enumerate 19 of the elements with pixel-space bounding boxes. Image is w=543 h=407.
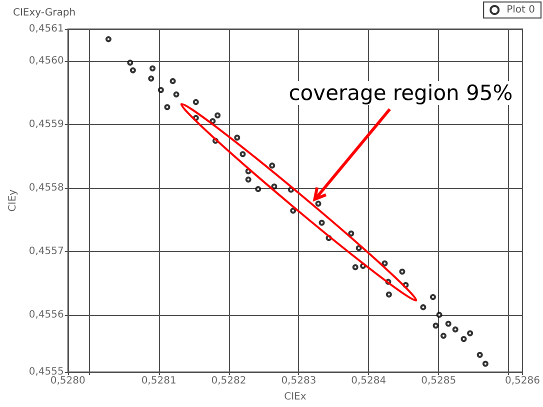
legend-label: Plot 0 [506, 4, 535, 16]
y-tick-label: 0,4561 [28, 24, 64, 34]
x-tick-label: 0,5280 [50, 376, 86, 386]
y-axis-title: CIEy [8, 189, 18, 212]
x-tick-label: 0,5283 [281, 376, 316, 386]
chart-title: CIExy-Graph [13, 8, 76, 18]
y-tick-label: 0,4556 [28, 309, 64, 320]
y-tick-label: 0,4560 [28, 55, 64, 66]
y-tick-label: 0,4559 [28, 118, 64, 130]
y-tick-label: 0,4555 [28, 366, 64, 378]
x-axis-title: CIEx [284, 392, 306, 402]
x-tick-label: 0,5285 [421, 376, 456, 386]
x-tick-label: 0,5284 [351, 376, 386, 386]
x-tick-label: 0,5281 [141, 376, 176, 386]
x-tick-label: 0,5282 [211, 376, 246, 386]
y-tick-label: 0,4558 [28, 182, 64, 194]
x-tick-label: 0,5286 [505, 376, 540, 386]
y-tick-label: 0,4557 [28, 246, 64, 257]
annotation: coverage region 95% [284, 81, 517, 106]
